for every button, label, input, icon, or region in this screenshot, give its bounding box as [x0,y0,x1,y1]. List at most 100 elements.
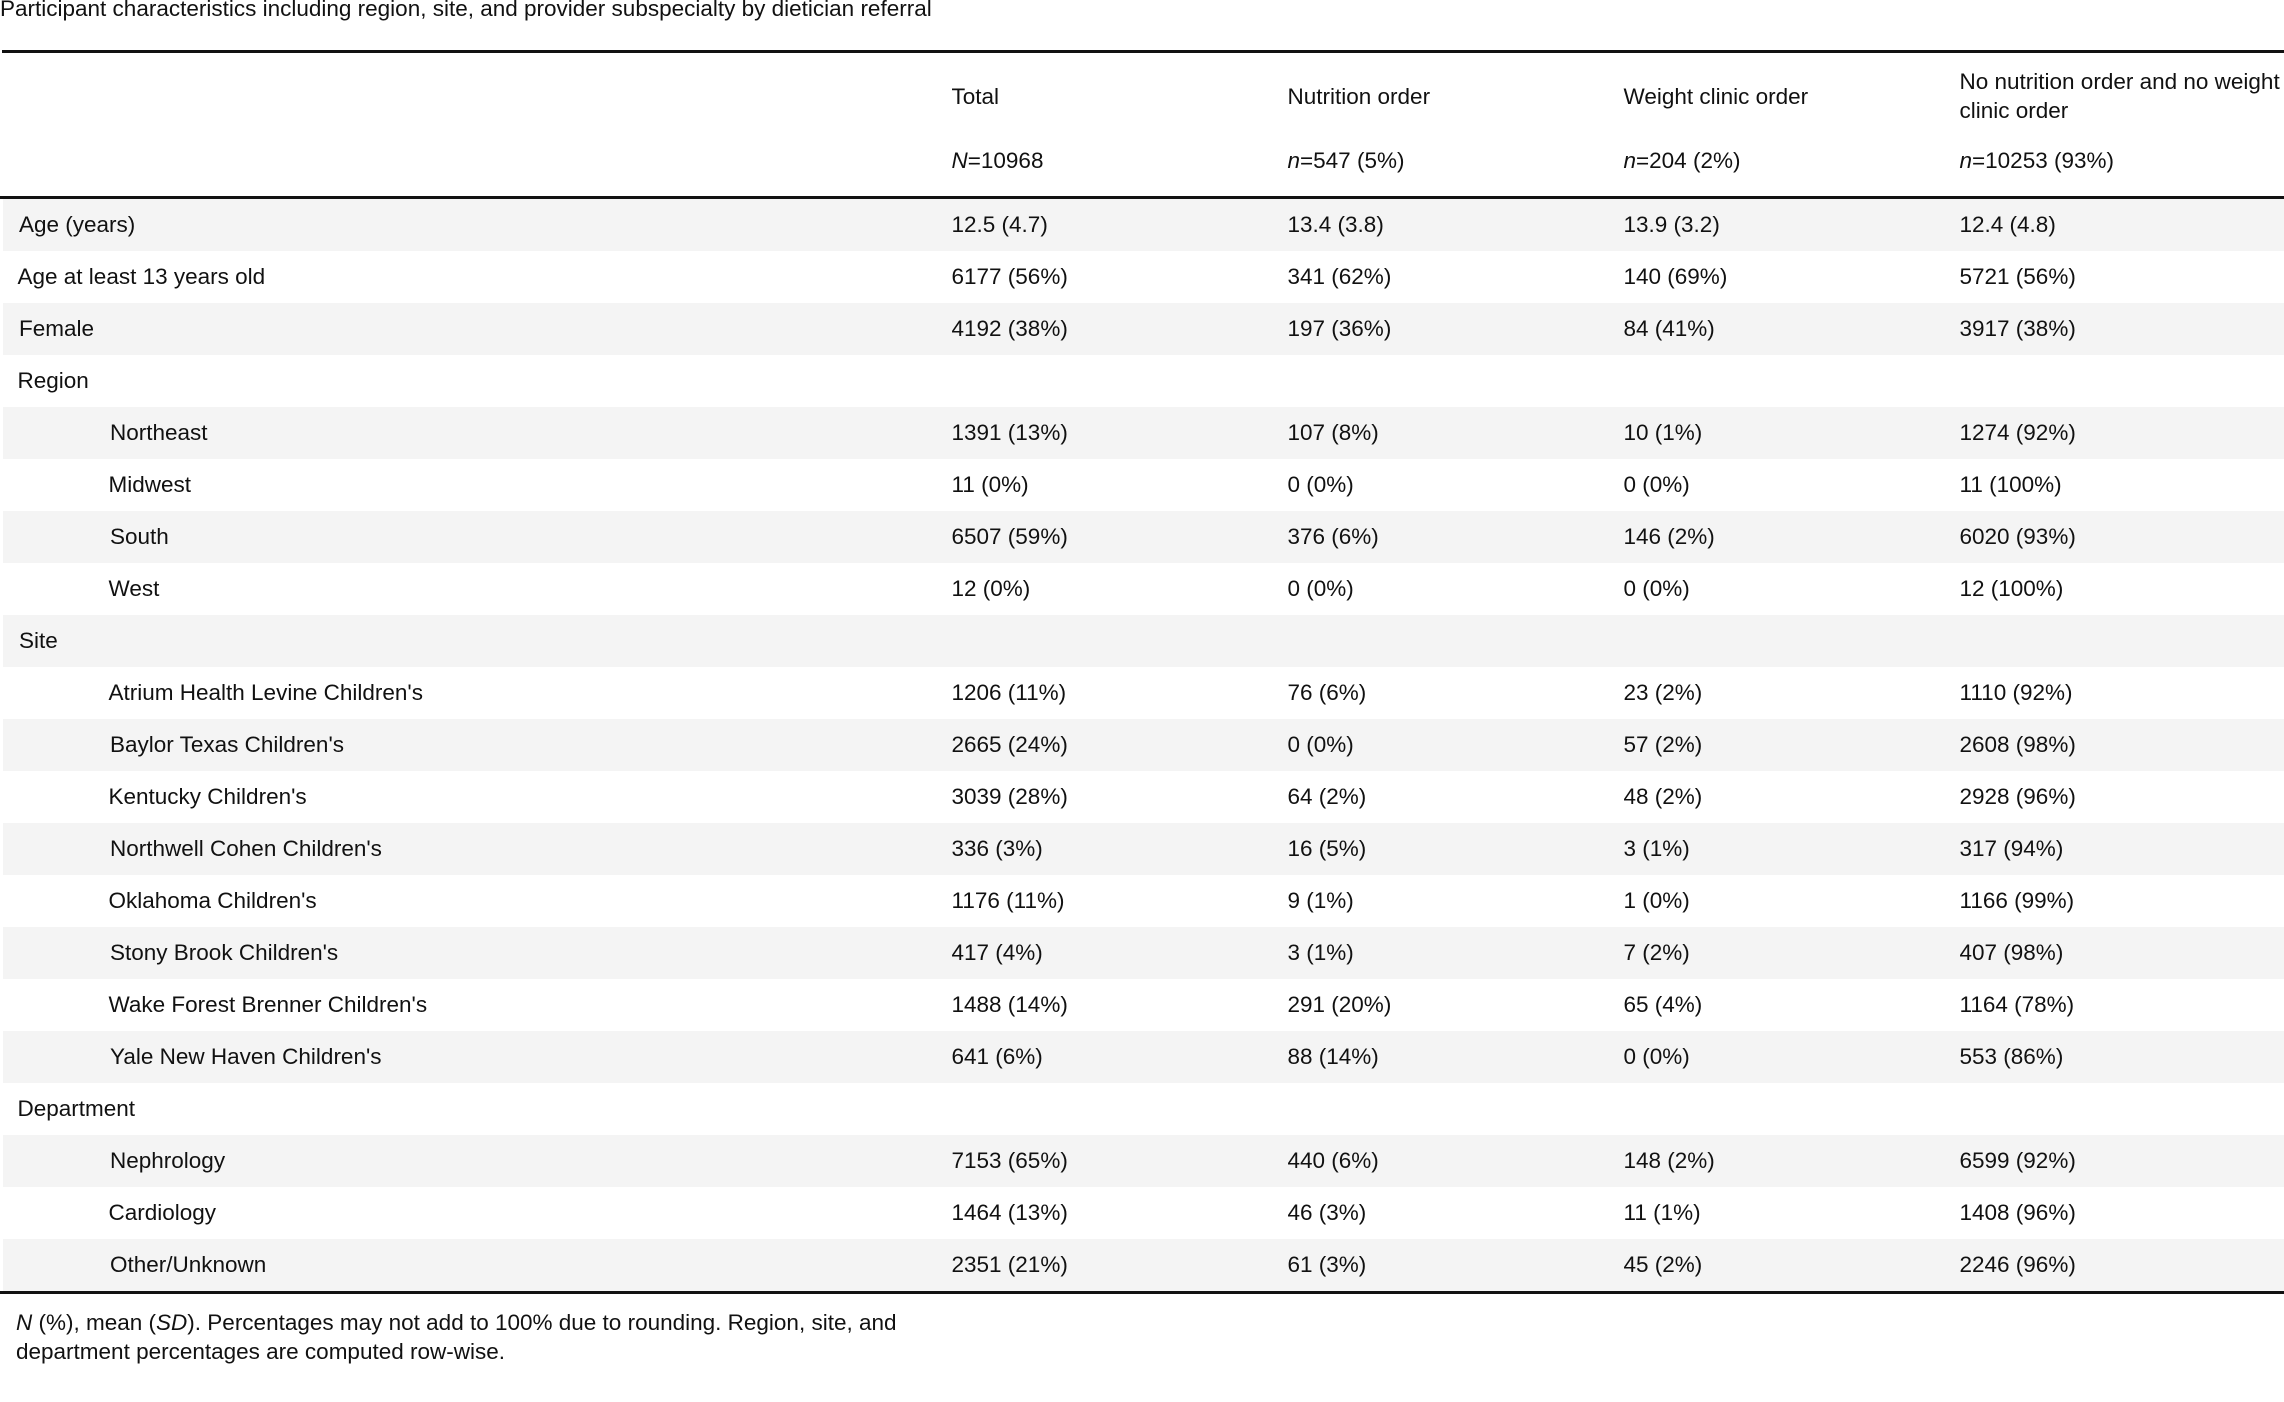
row-value-col-1 [952,355,1288,407]
row-value-col-3: 45 (2%) [1623,1239,1960,1294]
row-value-col-4: 2246 (96%) [1959,1239,2284,1294]
header-no-order-n: n =10253 (93%) [1959,125,2284,199]
row-label: South [0,511,952,563]
row-value-col-4: 6599 (92%) [1959,1135,2284,1187]
n-value: =10968 [967,148,1044,173]
row-value-col-3: 84 (41%) [1623,303,1960,355]
row-label: Age (years) [0,197,952,251]
table-header: Total Nutrition order Weight clinic orde… [1,50,2284,199]
row-value-col-3: 10 (1%) [1623,407,1960,459]
n-symbol: n [1623,148,1637,173]
row-label: Northeast [0,407,952,459]
row-value-col-2: 61 (3%) [1287,1239,1624,1294]
row-value-col-1: 12 (0%) [951,576,1031,601]
table-row: Northeast 1391 (13%) 107 (8%) 10 (1%) 1274 (… [0,407,2284,459]
row-value-col-2: 46 (3%) [1287,1200,1367,1225]
header-total: Total [951,50,1288,125]
table-row: Kentucky Children's 3039 (28%) 64 (2%) 48 (… [2,771,2284,823]
footnote-n-symbol: N [16,1310,33,1335]
row-value-col-1: 6507 (59%) [951,511,1288,563]
row-value-col-1 [952,1083,1288,1135]
row-value-col-2: 13.4 (3.8) [1287,197,1624,251]
header-weight-clinic-order-n: n =204 (2%) [1623,125,1960,199]
row-value-col-2 [1288,355,1624,407]
header-total-n: N =10968 [951,125,1288,199]
row-value-col-1: 1391 (13%) [951,407,1288,459]
row-value-col-3: 65 (4%) [1623,992,1703,1017]
row-value-col-4: 11 (100%) [1959,472,2062,497]
row-value-col-1: 336 (3%) [951,823,1288,875]
row-value-col-1: 641 (6%) [951,1031,1288,1083]
table-row: Age at least 13 years old 6177 (56%) 341 (… [2,251,2284,303]
table-row: Atrium Health Levine Children's 1206 (11%… [2,667,2284,719]
row-value-col-1: 7153 (65%) [951,1135,1288,1187]
row-value-col-2: 88 (14%) [1287,1031,1624,1083]
row-label: Wake Forest Brenner Children's [108,992,428,1017]
row-value-col-4: 1166 (99%) [1959,888,2075,913]
header-weight-clinic-order: Weight clinic order [1623,50,1960,125]
n-value: =547 (5%) [1300,148,1405,173]
row-value-col-2: 9 (1%) [1287,888,1354,913]
row-value-col-2: 291 (20%) [1287,992,1392,1017]
row-value-col-1 [951,615,1288,667]
table-caption: Participant characteristics including re… [0,0,932,21]
row-label: Stony Brook Children's [0,927,952,979]
row-label: Nephrology [0,1135,952,1187]
row-value-col-4: 12 (100%) [1959,576,2064,601]
row-value-col-2: 197 (36%) [1287,303,1624,355]
characteristics-table: Total Nutrition order Weight clinic orde… [0,50,2284,1294]
row-value-col-2: 0 (0%) [1287,576,1354,601]
table-row: Northwell Cohen Children's 336 (3%) 16 (5%… [0,823,2284,875]
row-value-col-3: 148 (2%) [1623,1135,1960,1187]
row-value-col-4: 1274 (92%) [1959,407,2284,459]
n-value: =204 (2%) [1636,148,1741,173]
row-value-col-1: 1206 (11%) [951,680,1067,705]
table-row: Nephrology 7153 (65%) 440 (6%) 148 (2%) 6599… [0,1135,2284,1187]
row-value-col-4 [1960,355,2284,407]
table-row: Department [2,1083,2284,1135]
row-value-col-4: 2608 (98%) [1959,719,2284,771]
row-label: Midwest [108,472,192,497]
table-row: Baylor Texas Children's 2665 (24%) 0 (0%) 5… [0,719,2284,771]
row-value-col-4: 1408 (96%) [1959,1200,2076,1225]
row-label: Age at least 13 years old [17,264,266,289]
row-value-col-2: 341 (62%) [1287,264,1392,289]
row-value-col-1: 2665 (24%) [951,719,1288,771]
footnote-part1: (%), mean ( [32,1310,157,1335]
row-value-col-1: 6177 (56%) [951,264,1068,289]
header-nutrition-order-label: Nutrition order [1287,83,1431,109]
row-value-col-4: 317 (94%) [1959,823,2284,875]
row-label: Female [0,303,952,355]
table-row: Stony Brook Children's 417 (4%) 3 (1%) 7 (2… [0,927,2284,979]
n-symbol: n [1287,148,1301,173]
row-label: Northwell Cohen Children's [0,823,952,875]
row-value-col-2: 3 (1%) [1287,927,1624,979]
row-value-col-1: 4192 (38%) [951,303,1288,355]
row-label: Oklahoma Children's [108,888,317,913]
row-value-col-3 [1624,355,1960,407]
row-value-col-1: 1176 (11%) [951,888,1065,913]
row-value-col-3 [1623,615,1960,667]
table-body: Age (years) 12.5 (4.7) 13.4 (3.8) 13.9 (3.2… [0,197,2284,1294]
row-value-col-4: 6020 (93%) [1959,511,2284,563]
table-row: Midwest 11 (0%) 0 (0%) 0 (0%) 11 (100%) [2,459,2284,511]
row-value-col-1: 1464 (13%) [951,1200,1068,1225]
row-value-col-3: 0 (0%) [1623,472,1690,497]
row-value-col-3: 48 (2%) [1623,784,1703,809]
row-value-col-1: 2351 (21%) [951,1239,1288,1294]
row-value-col-4 [1960,1083,2284,1135]
n-symbol: N [951,148,968,173]
characteristics-table-container: Total Nutrition order Weight clinic orde… [0,50,2284,1366]
row-value-col-1: 12.5 (4.7) [951,197,1288,251]
row-label: Yale New Haven Children's [0,1031,952,1083]
row-value-col-1: 1488 (14%) [951,992,1068,1017]
header-no-order-label: No nutrition order and no weight clinic … [1959,69,2280,123]
row-value-col-4: 12.4 (4.8) [1959,197,2284,251]
header-total-label: Total [951,83,1000,109]
table-footnote: N (%), mean (SD). Percentages may not ad… [0,1294,916,1366]
table-row: Oklahoma Children's 1176 (11%) 9 (1%) 1 (0%… [2,875,2284,927]
row-value-col-2: 0 (0%) [1287,719,1624,771]
row-value-col-4: 1164 (78%) [1959,992,2075,1017]
row-label: West [108,576,160,601]
table-row: Yale New Haven Children's 641 (6%) 88 (14%… [0,1031,2284,1083]
